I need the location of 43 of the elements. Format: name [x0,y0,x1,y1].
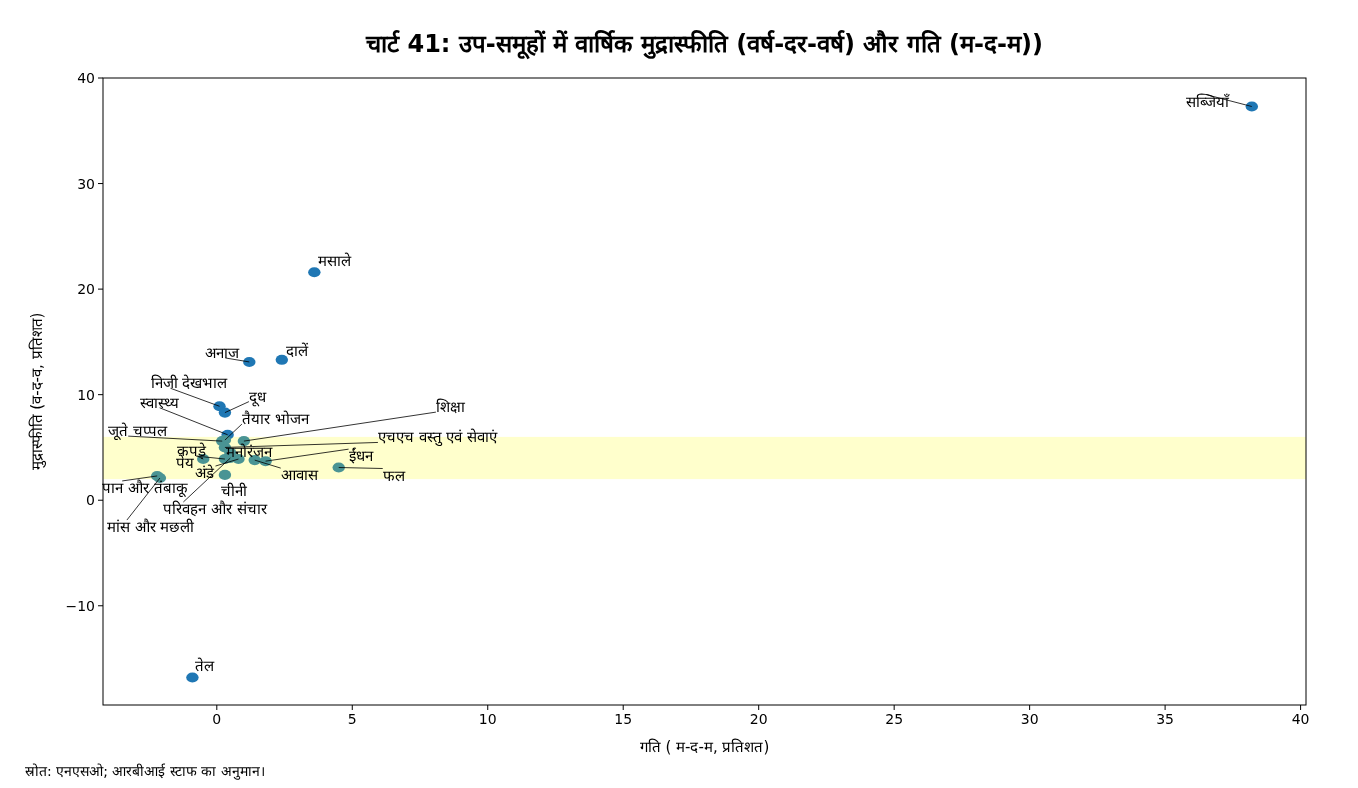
annotation: निजी देखभाल [150,374,229,393]
annotation: परिवहन और संचार [163,500,268,518]
annotation: तेल [195,656,216,675]
x-axis-title: गति ( म-द-म, प्रतिशत) [639,738,770,756]
annotation: अनाज [205,343,241,362]
annotation: दूध [248,387,267,407]
text: स्रोत: एनएसओ; आरबीआई स्टाफ का अनुमान। [25,763,265,780]
x-tick-label: 5 [347,711,357,727]
y-tick-label: 30 [77,175,95,192]
annotation: फल [382,466,406,485]
y-tick-label: 10 [77,386,95,403]
annotation: ईंधन [348,447,374,466]
x-tick-label: 35 [1156,711,1175,727]
annotation: तैयार भोजन [241,410,310,429]
annotation: सब्जियाँ [1185,92,1230,111]
annotation: आवास [280,466,319,485]
annotation: मांस और मछली [106,518,196,537]
x-tick-label: 25 [885,711,904,727]
annotation: अंडे [195,464,216,483]
annotation: एचएच वस्तु एवं सेवाएं [377,428,499,448]
x-tick-label: 10 [478,711,497,727]
annotation: दालें [285,341,309,360]
y-axis-title: मुद्रास्फीति (व-द-व, प्रतिशत) [28,312,47,471]
point [186,672,199,683]
y-tick-label: 40 [77,70,95,86]
y-tick-label: 20 [77,281,95,298]
point [308,267,321,278]
annotation: मसाले [318,252,353,271]
x-tick-label: 30 [1020,711,1039,727]
annotation: स्वास्थ्य [139,393,179,412]
x-tick-label: 20 [749,711,768,727]
y-tick-label: 0 [86,492,95,509]
chart-title: चार्ट 41: उप-समूहों में वार्षिक मुद्रास्फीति (वर्ष-दर-वर्ष) और गति (म-द-म)) [365,30,1043,60]
annotation: चीनी [220,481,248,500]
x-tick-label: 40 [1291,711,1310,727]
annotation: शिक्षा [435,398,466,417]
annotation: जूते चप्पल [108,422,168,442]
annotation: पान और तंबाकू [102,478,188,498]
x-tick-label: 0 [212,711,222,727]
point [218,469,232,480]
y-tick-label: −10 [65,597,95,614]
point [218,407,232,418]
x-tick-label: 15 [614,711,633,727]
